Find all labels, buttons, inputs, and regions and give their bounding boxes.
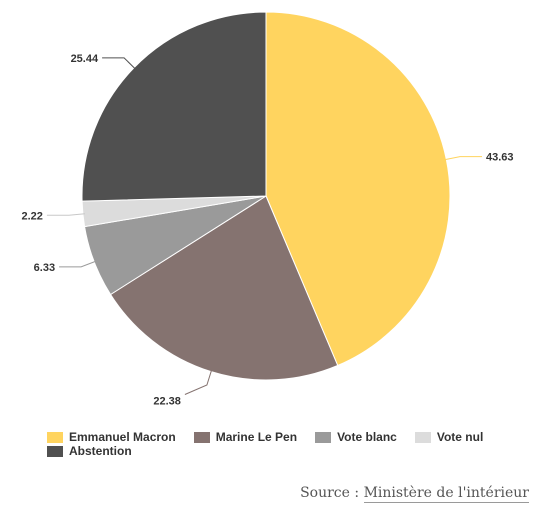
legend-label: Vote blanc: [337, 430, 397, 444]
legend-row: Emmanuel Macron Marine Le Pen Vote blanc…: [47, 430, 517, 444]
legend-label: Emmanuel Macron: [69, 430, 176, 444]
legend-label: Marine Le Pen: [215, 430, 298, 444]
label-leader-lines: [46, 57, 482, 395]
legend-swatch: [193, 431, 210, 443]
leader-line: [102, 57, 136, 70]
source-prefix: Source :: [300, 485, 364, 501]
data-labels: 43.63 22.38 6.33 2.22 25.44: [21, 53, 513, 407]
legend-label: Vote nul: [436, 430, 484, 444]
legend-item-vote-nul[interactable]: Vote nul: [414, 430, 484, 444]
legend-swatch: [47, 431, 63, 443]
leader-line: [59, 260, 97, 268]
data-label-vote-nul: 2.22: [21, 210, 42, 222]
data-label-marine-le-pen: 22.38: [153, 395, 181, 407]
leader-line: [444, 156, 482, 161]
pie-chart: 43.63 22.38 6.33 2.22 25.44: [21, 11, 514, 407]
pie-slice-abstention[interactable]: [81, 11, 267, 202]
source-credit: Source : Ministère de l'intérieur: [300, 485, 529, 503]
legend-swatch: [414, 431, 431, 443]
legend-item-emmanuel-macron[interactable]: Emmanuel Macron: [47, 430, 176, 444]
data-label-abstention: 25.44: [71, 53, 99, 65]
legend-item-vote-blanc[interactable]: Vote blanc: [315, 430, 397, 444]
legend-item-abstention[interactable]: Abstention: [47, 444, 132, 458]
legend-row: Abstention: [47, 444, 517, 458]
chart-legend: Emmanuel Macron Marine Le Pen Vote blanc…: [47, 430, 517, 458]
legend-swatch: [315, 431, 332, 443]
source-link[interactable]: Ministère de l'intérieur: [363, 485, 529, 503]
leader-line: [184, 369, 213, 395]
data-label-vote-blanc: 6.33: [34, 262, 55, 274]
data-label-emmanuel-macron: 43.63: [486, 152, 514, 164]
leader-line: [46, 213, 85, 216]
pie-slices: [81, 11, 451, 381]
legend-swatch: [47, 445, 63, 457]
legend-label: Abstention: [69, 444, 132, 458]
legend-item-marine-le-pen[interactable]: Marine Le Pen: [193, 430, 298, 444]
